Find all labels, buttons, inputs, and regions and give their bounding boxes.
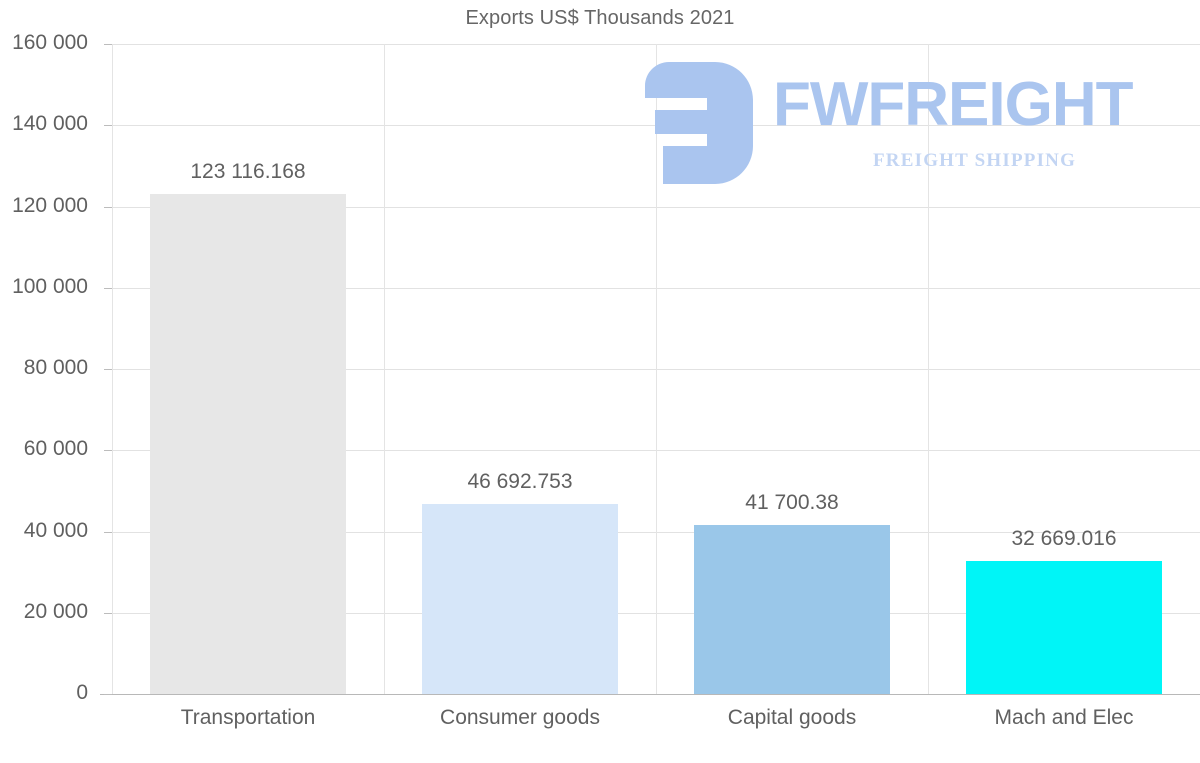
x-axis-category-label: Consumer goods <box>440 706 600 729</box>
gridline-vertical <box>928 44 929 695</box>
chart-title: Exports US$ Thousands 2021 <box>465 7 735 29</box>
y-tick-label: 20 000 <box>23 599 88 623</box>
bar[interactable] <box>966 561 1162 694</box>
y-tick-label: 0 <box>76 681 88 704</box>
bar[interactable] <box>422 504 618 694</box>
x-axis-line <box>100 694 1200 695</box>
x-axis-category-label: Transportation <box>180 706 316 729</box>
plot-area <box>100 44 1200 695</box>
y-tick-label: 40 000 <box>23 518 88 542</box>
gridline-vertical <box>112 44 113 695</box>
gridline-vertical <box>656 44 657 695</box>
bar-value-label: 46 692.753 <box>467 470 573 494</box>
gridline-vertical <box>384 44 385 695</box>
y-tick-label: 160 000 <box>12 31 88 54</box>
bar[interactable] <box>694 524 890 694</box>
y-tick-mark <box>104 287 112 289</box>
y-tick-mark <box>104 531 112 533</box>
bar-value-label: 41 700.38 <box>745 490 839 514</box>
y-tick-label: 60 000 <box>23 437 88 461</box>
bar-value-label: 32 669.016 <box>1011 527 1117 551</box>
y-tick-label: 80 000 <box>23 356 88 379</box>
bar-value-label: 123 116.168 <box>190 159 306 183</box>
y-tick-mark <box>104 694 112 695</box>
y-tick-label: 120 000 <box>12 193 88 217</box>
x-axis-category-label: Capital goods <box>727 706 857 729</box>
y-tick-label: 140 000 <box>12 112 88 136</box>
bar[interactable] <box>150 193 346 694</box>
y-tick-mark <box>104 369 112 370</box>
x-axis-category-label: Mach and Elec <box>994 706 1134 729</box>
y-tick-mark <box>104 125 112 127</box>
y-tick-mark <box>104 44 112 45</box>
y-tick-mark <box>104 450 112 452</box>
y-tick-mark <box>104 206 112 208</box>
y-tick-mark <box>104 612 112 614</box>
y-tick-label: 100 000 <box>12 274 88 298</box>
